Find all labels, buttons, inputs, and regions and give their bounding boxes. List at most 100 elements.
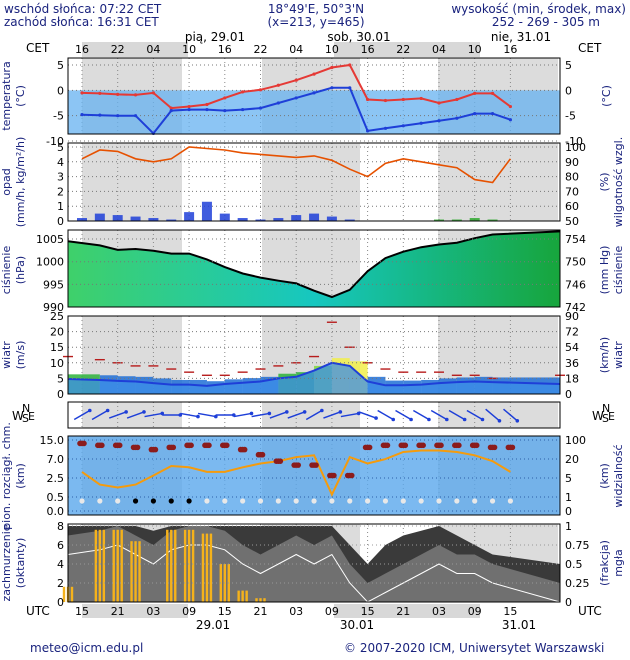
wind-direction-head [497,418,502,423]
temp-series-point [348,63,352,67]
temp-series-point [276,83,280,87]
fog-tick: 0.25 [565,577,590,590]
wind-direction-head [515,418,520,423]
wind-kmh-tick: 54 [565,341,579,354]
ceiling-tick: 0.5 [47,491,65,504]
top-time-tick: 16 [361,43,375,56]
cloud-base-dot [186,498,192,504]
fog-tick: 0.75 [565,539,590,552]
day-band-bottom [82,604,188,618]
cloud-top-dot [188,442,194,449]
temp-series-point [116,114,120,118]
wind-direction-head [285,410,289,414]
fog-bar [191,529,195,602]
cloud-tick: 4 [57,558,64,571]
temp-series-point [366,97,370,102]
cloud-base-dot [257,498,264,504]
precip-bar [184,212,195,221]
cloud-top-dot [348,472,355,479]
visibility-ylabel: widzialność [612,444,625,507]
cloud-base-dot [293,498,299,504]
top-time-tick: 04 [146,43,160,56]
cloud-top-dot [134,444,141,451]
top-day-label: pią, 29.01 [185,30,245,44]
temp-series-point [98,113,102,117]
cloud-top-dot [170,444,177,451]
temp-series-point [294,78,298,82]
compass-s: S [22,412,29,425]
time-labels: 16 22 04 10 16 22 04 10 16 22 04 10 16 15 21 03 09 15 21 03… [75,30,551,632]
footer-email[interactable]: meteo@icm.edu.pl [30,641,143,655]
cloud-base-dot [454,498,460,504]
temp-tick: 0 [57,84,64,97]
fog-tick: 1 [565,520,572,533]
wind-tick: 25 [50,310,64,323]
wind-direction-arrow [197,412,216,418]
fog-bar [62,586,66,602]
temp-series-point [205,102,209,107]
wind-direction-head [480,417,485,422]
wind-direction-arrow [126,411,145,419]
panel-border [67,57,561,135]
cloud-top-dot [206,442,212,449]
wind-direction-head [142,410,146,414]
wind-direction-arrow [180,412,199,418]
fog-ylabel: mgła [612,549,625,577]
cloud-top-dot [116,442,123,449]
visibility-tick: 0 [565,505,572,518]
cloud-top-dot [331,472,337,479]
cloud-top-dot [313,462,319,468]
temp-ylabel-unit: (°C) [14,85,27,107]
temp-series-point [473,91,477,95]
temp-series-point [490,91,495,95]
cloud-top-dot [384,442,391,449]
wind-direction-head [374,416,378,420]
wind-direction-arrow [108,411,127,419]
day-band-top [334,42,480,57]
humidity-line [81,146,512,184]
cloud-tick: 0 [57,596,64,609]
temp-tick-right: -10 [565,135,583,148]
precip-bar [326,216,337,221]
bottom-time-tick: 15 [75,605,89,618]
precip-ylabel-unit: (mm/h, kg/m²/h) [14,137,27,228]
compass-n: N [22,402,30,415]
cloud-base-dot [418,498,424,504]
cloud-top-dot [366,444,373,451]
fog-ylabel-unit: (frakcja) [598,540,611,586]
precip-bar [94,213,105,221]
compass-w: W [12,409,24,423]
wind-ylabel-unit-right: (km/h) [598,337,611,373]
wind-direction-head [196,414,200,419]
cloud-base-dot [329,498,335,504]
pressure-mmhg-tick: 742 [565,301,586,314]
temp-series-point [151,91,155,95]
temp-series-point [258,88,263,92]
cloud-base-dot [489,498,496,504]
humidity-tick: 90 [565,156,579,169]
temp-series-point [419,96,423,101]
temp-tick-right: -5 [565,110,576,123]
temp-tick-right: 5 [565,59,572,72]
panel-border [67,142,561,222]
sunset-text: zachód słońca: 16:31 CET [4,15,159,29]
precip-bar [309,213,320,221]
temp-series-point [116,92,120,96]
fog-bar [187,529,191,602]
wind-direction-head [249,411,254,416]
panel-border [67,523,561,603]
temp-series-point [508,118,512,122]
precip-bar [77,218,87,221]
night-shade [438,143,558,221]
wind-kmh-tick: 18 [565,372,579,385]
wind-direction-arrow [91,409,109,421]
fog-bar [209,533,213,602]
temp-series-point [437,119,441,123]
fog-bar [134,541,137,602]
wind-direction-head [320,408,324,413]
precip-bar [487,219,498,221]
precip-bar [434,219,444,221]
footer-copyright: © 2007-2020 ICM, Uniwersytet Warszawski [344,641,604,655]
cloud-base-dot [150,498,156,504]
